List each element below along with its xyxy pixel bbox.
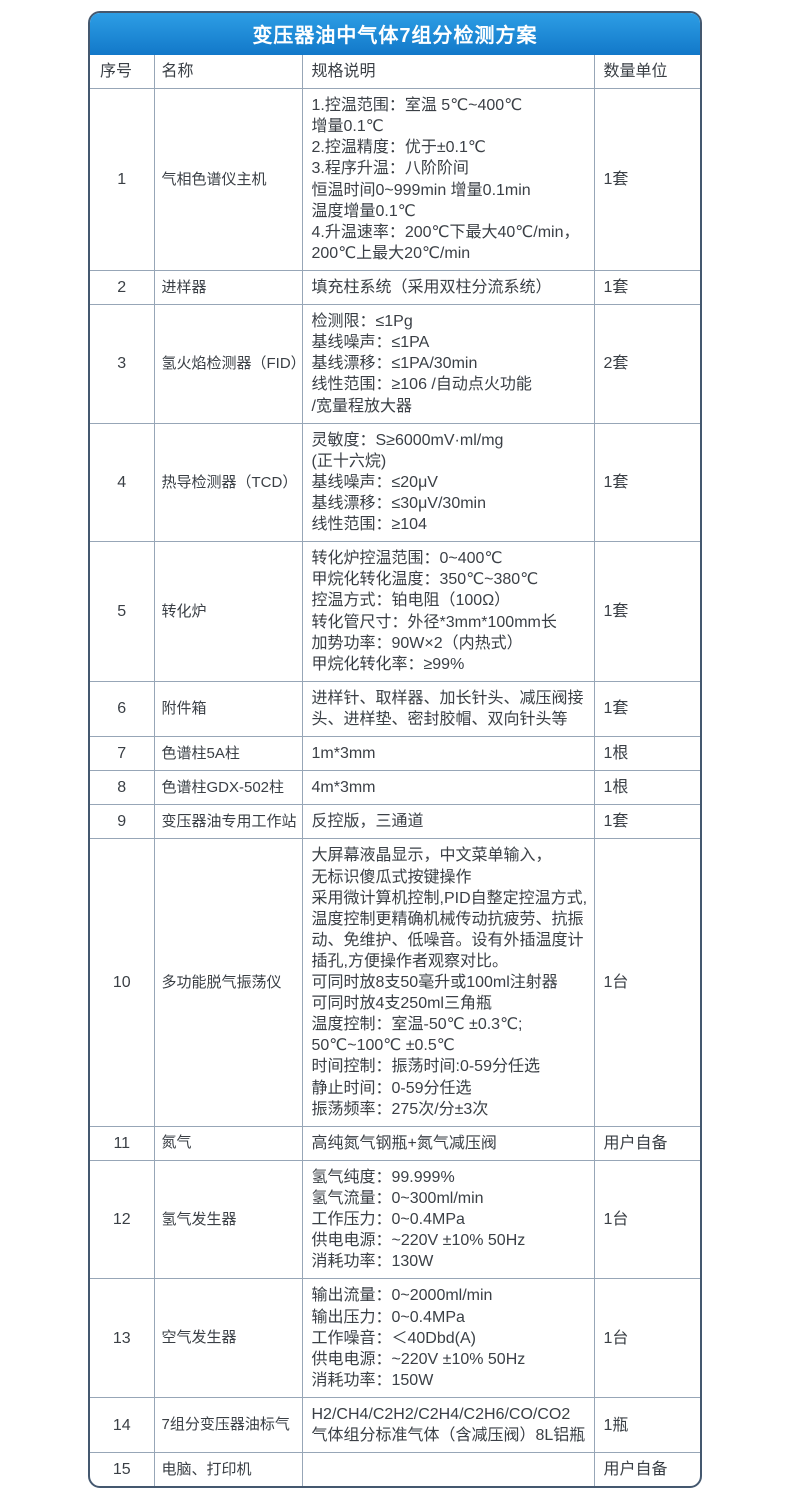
cell-spec: 4m*3mm (301, 770, 595, 806)
cell-no: 12 (90, 1159, 155, 1280)
cell-qty: 1台 (593, 1159, 700, 1280)
header-name: 名称 (153, 55, 303, 90)
cell-qty: 1套 (593, 269, 700, 306)
cell-qty: 1套 (593, 541, 700, 682)
cell-no: 9 (90, 804, 155, 840)
cell-no: 2 (90, 269, 155, 306)
cell-no: 5 (90, 541, 155, 682)
cell-name: 氢火焰检测器（FID） (153, 304, 306, 424)
header-qty: 数量单位 (593, 55, 700, 90)
cell-name: 空气发生器 (153, 1278, 303, 1399)
cell-no: 13 (90, 1278, 155, 1399)
cell-no: 11 (90, 1125, 155, 1161)
cell-qty: 1套 (593, 804, 700, 840)
cell-spec: 1m*3mm (301, 736, 595, 772)
table-row: 3 氢火焰检测器（FID） 检测限：≤1Pg 基线噪声：≤1PA 基线漂移：≤1PA… (90, 304, 700, 424)
cell-no: 14 (90, 1397, 155, 1454)
cell-name: 热导检测器（TCD） (153, 422, 303, 543)
cell-name: 多功能脱气振荡仪 (153, 838, 303, 1127)
table-row: 14 7组分变压器油标气 H2/CH4/C2H2/C2H4/C2H6/CO/CO2 … (90, 1397, 700, 1454)
table-row: 6 附件箱 进样针、取样器、加长针头、减压阀接头、进样垫、密封胶帽、双向针头等 1套 (90, 680, 700, 738)
cell-no: 4 (90, 422, 155, 543)
cell-qty: 2套 (593, 304, 700, 424)
header-spec: 规格说明 (301, 55, 595, 90)
table-row: 12 氢气发生器 氢气纯度：99.999% 氢气流量：0~300ml/min 工作压… (90, 1159, 700, 1280)
spec-table-card: 变压器油中气体7组分检测方案 序号 名称 规格说明 数量单位 1 气相色谱仪主机 1… (88, 11, 702, 1488)
table-body: 1 气相色谱仪主机 1.控温范围：室温 5℃~400℃ 增量0.1℃ 2.控温精度：… (90, 88, 700, 1487)
cell-qty: 1台 (593, 1278, 700, 1399)
cell-no: 7 (90, 736, 155, 772)
cell-qty: 1套 (593, 680, 700, 738)
cell-name: 7组分变压器油标气 (153, 1397, 303, 1454)
cell-qty: 1根 (593, 736, 700, 772)
cell-qty: 1套 (593, 88, 700, 271)
cell-name: 气相色谱仪主机 (153, 88, 303, 271)
header-no: 序号 (90, 55, 155, 90)
cell-spec: 填充柱系统（采用双柱分流系统） (301, 269, 595, 306)
table-row: 1 气相色谱仪主机 1.控温范围：室温 5℃~400℃ 增量0.1℃ 2.控温精度：… (90, 88, 700, 271)
cell-spec: 进样针、取样器、加长针头、减压阀接头、进样垫、密封胶帽、双向针头等 (301, 680, 595, 738)
cell-name: 进样器 (153, 269, 303, 306)
cell-spec: 高纯氮气钢瓶+氮气减压阀 (301, 1125, 595, 1161)
table-row: 7 色谱柱5A柱 1m*3mm 1根 (90, 736, 700, 772)
cell-spec: 输出流量：0~2000ml/min 输出压力：0~0.4MPa 工作噪音：＜40… (301, 1278, 595, 1399)
cell-no: 6 (90, 680, 155, 738)
cell-name: 色谱柱GDX-502柱 (153, 770, 303, 806)
table-row: 9 变压器油专用工作站 反控版，三通道 1套 (90, 804, 700, 840)
table-row: 5 转化炉 转化炉控温范围：0~400℃ 甲烷化转化温度：350℃~380℃ 控温方… (90, 541, 700, 682)
cell-name: 色谱柱5A柱 (153, 736, 303, 772)
table-row: 11 氮气 高纯氮气钢瓶+氮气减压阀 用户自备 (90, 1125, 700, 1161)
cell-name: 氮气 (153, 1125, 303, 1161)
cell-name: 变压器油专用工作站 (153, 804, 303, 840)
cell-spec: 转化炉控温范围：0~400℃ 甲烷化转化温度：350℃~380℃ 控温方式：铂电… (301, 541, 595, 682)
cell-no: 3 (90, 304, 155, 424)
cell-name: 氢气发生器 (153, 1159, 303, 1280)
cell-no: 10 (90, 838, 155, 1127)
cell-name: 电脑、打印机 (153, 1452, 303, 1487)
cell-qty: 1套 (593, 422, 700, 543)
table-row: 4 热导检测器（TCD） 灵敏度：S≥6000mV·ml/mg (正十六烷) 基线噪… (90, 422, 700, 543)
cell-spec: 反控版，三通道 (301, 804, 595, 840)
cell-qty: 1台 (593, 838, 700, 1127)
cell-qty: 用户自备 (593, 1125, 700, 1161)
cell-no: 8 (90, 770, 155, 806)
cell-qty: 1瓶 (593, 1397, 700, 1454)
cell-name: 转化炉 (153, 541, 303, 682)
cell-spec: H2/CH4/C2H2/C2H4/C2H6/CO/CO2 气体组分标准气体（含减… (301, 1397, 595, 1454)
cell-qty: 用户自备 (593, 1452, 700, 1487)
cell-spec: 检测限：≤1Pg 基线噪声：≤1PA 基线漂移：≤1PA/30min 线性范围：… (301, 304, 595, 424)
document-title: 变压器油中气体7组分检测方案 (90, 13, 700, 55)
cell-qty: 1根 (593, 770, 700, 806)
cell-spec: 大屏幕液晶显示，中文菜单输入， 无标识傻瓜式按键操作 采用微计算机控制,PID自… (301, 838, 595, 1127)
table-row: 2 进样器 填充柱系统（采用双柱分流系统） 1套 (90, 269, 700, 306)
header-row: 序号 名称 规格说明 数量单位 (90, 55, 700, 90)
cell-spec: 氢气纯度：99.999% 氢气流量：0~300ml/min 工作压力：0~0.4… (301, 1159, 595, 1280)
table-row: 8 色谱柱GDX-502柱 4m*3mm 1根 (90, 770, 700, 806)
table-row: 13 空气发生器 输出流量：0~2000ml/min 输出压力：0~0.4MPa 工… (90, 1278, 700, 1399)
table-row: 10 多功能脱气振荡仪 大屏幕液晶显示，中文菜单输入， 无标识傻瓜式按键操作 采用微… (90, 838, 700, 1127)
cell-no: 15 (90, 1452, 155, 1487)
cell-spec: 灵敏度：S≥6000mV·ml/mg (正十六烷) 基线噪声：≤20μV 基线漂… (301, 422, 595, 543)
table-row: 15 电脑、打印机 用户自备 (90, 1452, 700, 1487)
cell-spec (301, 1452, 595, 1487)
spec-table: 序号 名称 规格说明 数量单位 1 气相色谱仪主机 1.控温范围：室温 5℃~400… (90, 55, 700, 1487)
cell-spec: 1.控温范围：室温 5℃~400℃ 增量0.1℃ 2.控温精度：优于±0.1℃ … (301, 88, 595, 271)
cell-no: 1 (90, 88, 155, 271)
cell-name: 附件箱 (153, 680, 303, 738)
